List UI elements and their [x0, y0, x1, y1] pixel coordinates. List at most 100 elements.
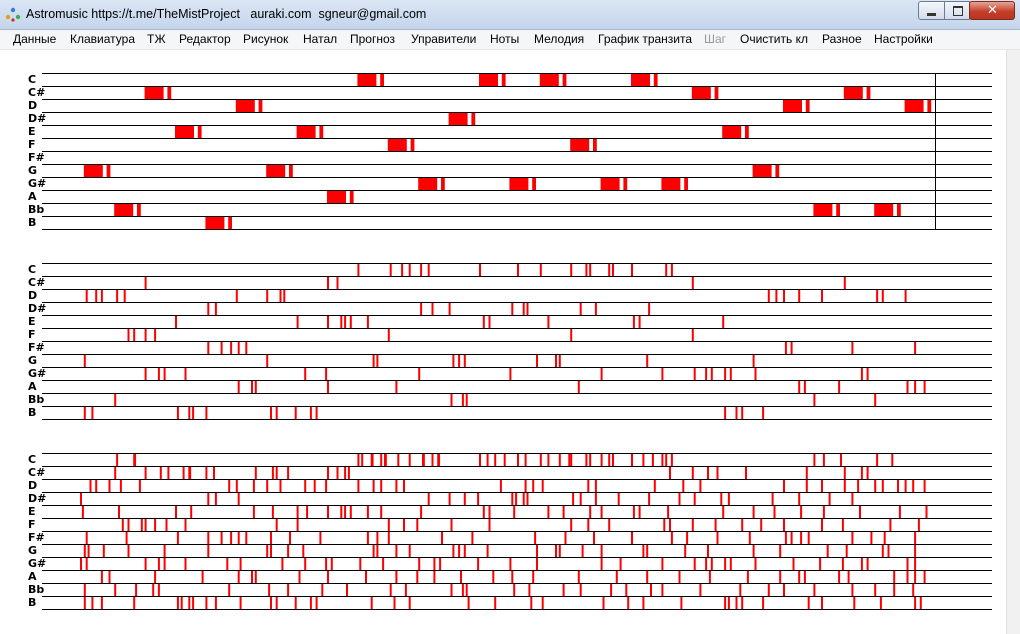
- note-mark: [372, 480, 375, 492]
- note-mark: [784, 532, 787, 544]
- note-mark: [741, 519, 744, 531]
- note-mark: [266, 165, 286, 177]
- note-mark: [380, 74, 384, 86]
- note-mark: [866, 87, 871, 99]
- note-mark: [819, 558, 822, 570]
- note-mark: [857, 480, 860, 492]
- menu-editor[interactable]: Редактор: [179, 32, 231, 46]
- note-mark: [577, 571, 580, 583]
- note-mark: [682, 480, 685, 492]
- note-mark: [617, 493, 620, 505]
- note-mark: [176, 407, 179, 419]
- note-mark: [471, 532, 474, 544]
- note-mark: [745, 467, 747, 479]
- menu-tzh[interactable]: ТЖ: [147, 32, 166, 46]
- note-mark: [408, 545, 411, 557]
- note-mark: [805, 480, 808, 492]
- note-mark: [100, 571, 103, 583]
- note-mark: [813, 454, 816, 466]
- note-mark: [771, 493, 774, 505]
- menu-clear-keys[interactable]: Очистить кл: [740, 32, 808, 46]
- menu-transit-chart[interactable]: График транзита: [598, 32, 693, 46]
- note-mark: [783, 100, 802, 112]
- note-label: F: [28, 328, 36, 341]
- note-mark: [840, 454, 842, 466]
- close-button[interactable]: ✕: [969, 1, 1015, 20]
- note-mark: [420, 506, 423, 518]
- note-mark: [790, 532, 793, 544]
- note-mark: [838, 571, 841, 583]
- note-mark: [321, 584, 324, 596]
- note-mark: [251, 381, 253, 393]
- note-mark: [541, 597, 544, 609]
- note-mark: [460, 571, 462, 583]
- note-mark: [313, 480, 316, 492]
- note-mark: [912, 480, 915, 492]
- note-mark: [239, 597, 242, 609]
- note-mark: [450, 584, 453, 596]
- note-mark: [306, 506, 309, 518]
- note-mark: [349, 316, 352, 328]
- note-mark: [87, 545, 90, 557]
- menu-notes[interactable]: Ноты: [490, 32, 520, 46]
- note-mark: [85, 558, 88, 570]
- note-mark: [448, 493, 451, 505]
- note-mark: [779, 571, 782, 583]
- note-mark: [843, 87, 863, 99]
- note-mark: [433, 558, 436, 570]
- note-mark: [665, 264, 668, 276]
- note-mark: [237, 571, 240, 583]
- note-mark: [294, 407, 297, 419]
- note-mark: [133, 454, 137, 466]
- menu-misc[interactable]: Разное: [822, 32, 862, 46]
- note-mark: [336, 277, 339, 289]
- note-mark: [235, 480, 238, 492]
- note-mark: [461, 584, 464, 596]
- note-mark: [461, 394, 464, 406]
- menu-natal[interactable]: Натал: [303, 32, 338, 46]
- note-mark: [205, 407, 208, 419]
- note-mark: [775, 290, 778, 302]
- note-mark: [534, 532, 537, 544]
- note-mark: [403, 519, 405, 531]
- note-mark: [707, 545, 709, 557]
- window-right-edge: [1006, 50, 1020, 634]
- menu-data[interactable]: Данные: [13, 32, 57, 46]
- note-mark: [876, 454, 879, 466]
- note-mark: [137, 204, 141, 216]
- note-mark: [271, 467, 274, 479]
- note-label: B: [28, 406, 36, 419]
- note-mark: [365, 571, 367, 583]
- note-mark: [467, 597, 470, 609]
- note-mark: [729, 368, 732, 380]
- menu-melody[interactable]: Мелодия: [534, 32, 585, 46]
- note-mark: [754, 368, 757, 380]
- note-mark: [881, 480, 884, 492]
- minimize-button[interactable]: [918, 1, 945, 20]
- menu-drawing[interactable]: Рисунок: [243, 32, 289, 46]
- note-mark: [91, 597, 94, 609]
- note-mark: [91, 407, 94, 419]
- note-mark: [532, 571, 535, 583]
- note-mark: [403, 480, 405, 492]
- note-mark: [83, 407, 86, 419]
- note-mark: [579, 303, 582, 315]
- note-mark: [680, 597, 683, 609]
- note-mark: [237, 532, 240, 544]
- menu-rulers[interactable]: Управители: [411, 32, 477, 46]
- note-mark: [230, 342, 233, 354]
- note-label: F#: [28, 531, 45, 544]
- note-mark: [359, 558, 362, 570]
- note-mark: [140, 519, 143, 531]
- note-mark: [254, 571, 257, 583]
- menu-keyboard[interactable]: Клавиатура: [70, 32, 135, 46]
- note-mark: [577, 381, 580, 393]
- menu-settings[interactable]: Настройки: [874, 32, 933, 46]
- note-mark: [541, 480, 544, 492]
- note-mark: [792, 558, 795, 570]
- menu-forecast[interactable]: Прогноз: [350, 32, 396, 46]
- note-mark: [439, 558, 442, 570]
- maximize-button[interactable]: [944, 1, 970, 20]
- note-mark: [175, 506, 177, 518]
